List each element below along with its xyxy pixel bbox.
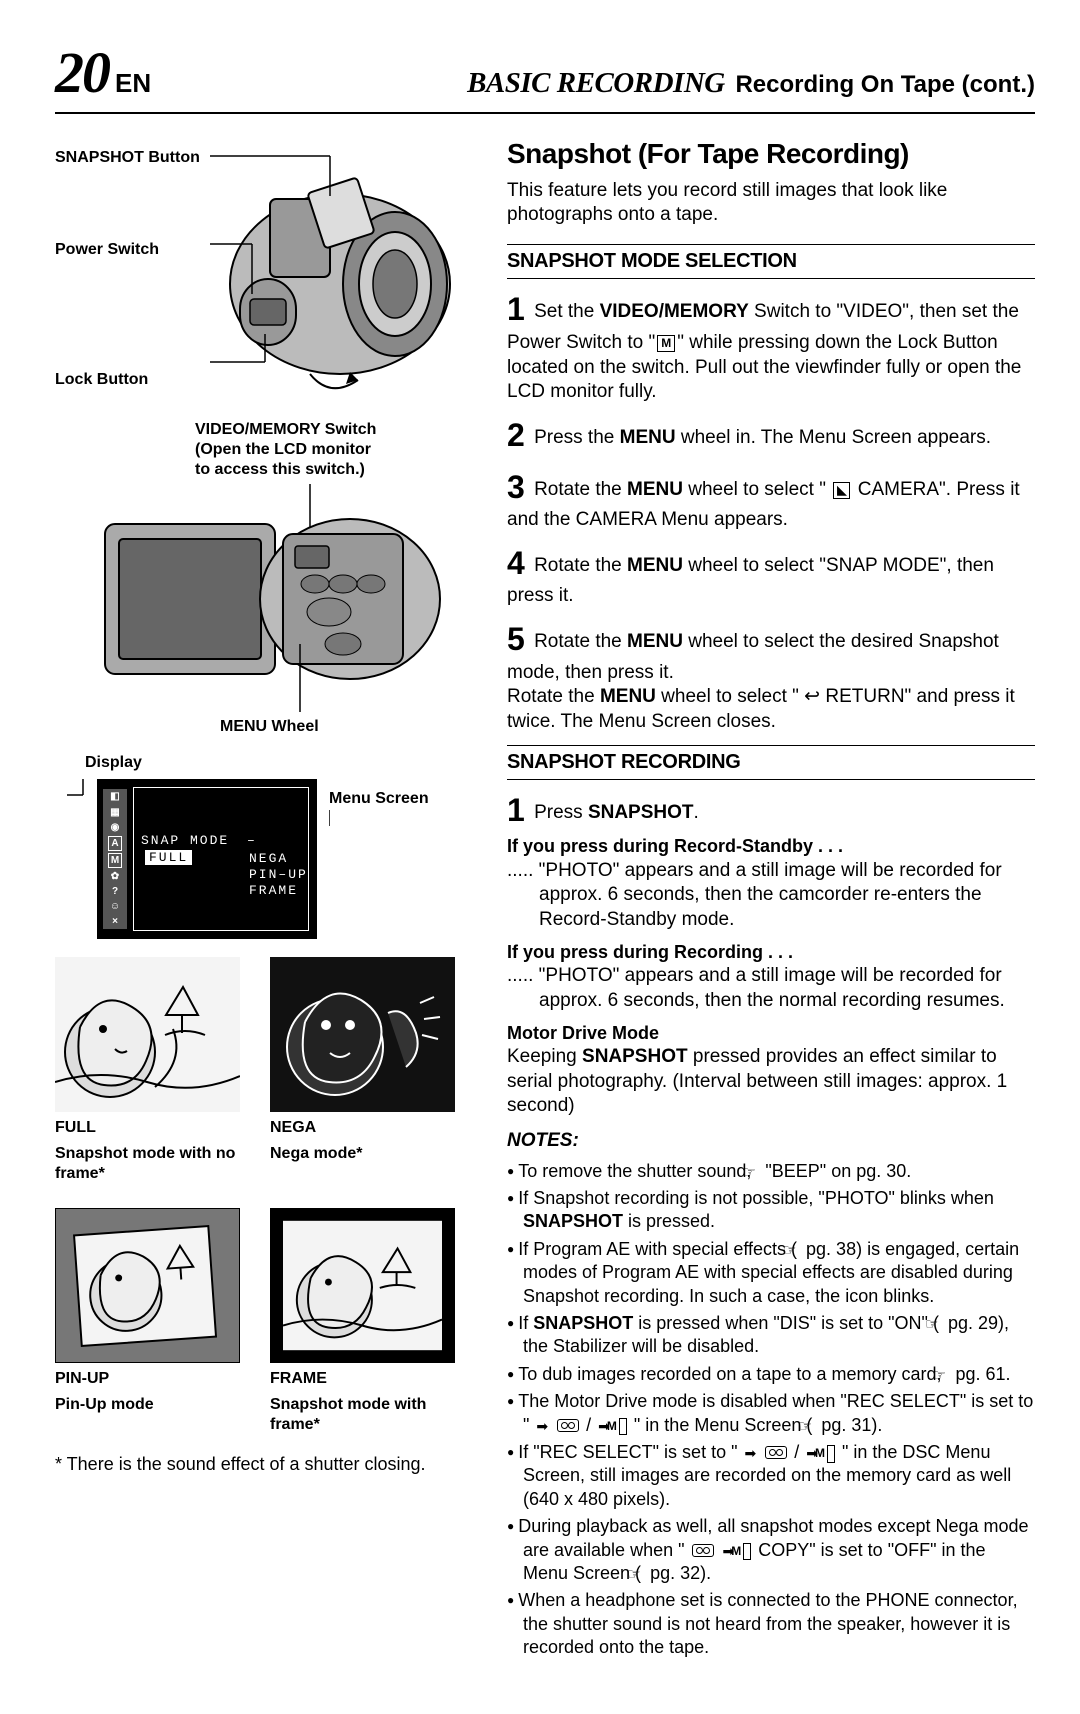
thumb-frame-desc: Snapshot mode with frame* — [270, 1395, 455, 1435]
standby-para: ..... "PHOTO" appears and a still image … — [507, 859, 1035, 933]
snapshot-thumbs-grid: FULL Snapshot mode with no frame* — [55, 957, 475, 1435]
notes-item: If Snapshot recording is not possible, "… — [507, 1187, 1035, 1234]
display-label: Display — [85, 753, 475, 774]
recording-header: If you press during Recording . . . — [507, 941, 1035, 964]
camera-diagram-bottom: MENU Wheel — [55, 484, 475, 736]
page-header: 20 EN BASIC RECORDING Recording On Tape … — [55, 35, 1035, 114]
callout-power-switch: Power Switch — [55, 240, 205, 260]
menu-screen-block: ◧ ▦ ◉ A M ✿ ? ☺ × SNAP MODE – FULL NEGA — [55, 779, 475, 939]
notes-header: NOTES: — [507, 1129, 1035, 1154]
tape-icon — [557, 1419, 579, 1432]
step-3: 3 Rotate the MENU wheel to select " ◣ CA… — [507, 467, 1035, 533]
menu-option-pinup: PIN–UP — [249, 867, 308, 884]
thumb-pinup: PIN-UP Pin-Up mode — [55, 1208, 240, 1435]
page-language: EN — [115, 67, 151, 101]
notes-item: To dub images recorded on a tape to a me… — [507, 1363, 1035, 1386]
camera-diagram-top: SNAPSHOT Button Power Switch Lock Button — [55, 144, 475, 410]
header-title-rest: Recording On Tape (cont.) — [735, 71, 1035, 98]
thumb-frame-title: FRAME — [270, 1369, 455, 1389]
tape-icon — [692, 1544, 714, 1557]
thumb-nega: NEGA Nega mode* — [270, 957, 455, 1184]
left-column: SNAPSHOT Button Power Switch Lock Button — [55, 136, 475, 1663]
notes-item: During playback as well, all snapshot mo… — [507, 1515, 1035, 1585]
tape-icon — [765, 1446, 787, 1459]
thumb-full-desc: Snapshot mode with no frame* — [55, 1144, 240, 1184]
thumb-frame: FRAME Snapshot mode with frame* — [270, 1208, 455, 1435]
camera-top-svg — [210, 144, 470, 404]
menu-snap-mode-label: SNAP MODE – FULL — [141, 833, 317, 867]
footnote-shutter-sound: * There is the sound effect of a shutter… — [55, 1453, 475, 1476]
menu-screen-line-icon — [329, 810, 359, 840]
m-box-icon: M — [827, 1445, 835, 1463]
display-line-icon — [55, 779, 85, 809]
standby-header: If you press during Record-Standby . . . — [507, 835, 1035, 858]
step-1: 1 Set the VIDEO/MEMORY Switch to "VIDEO"… — [507, 289, 1035, 405]
thumb-full: FULL Snapshot mode with no frame* — [55, 957, 240, 1184]
notes-item: If "REC SELECT" is set to " ➡ / ➡ M " in… — [507, 1441, 1035, 1511]
thumb-nega-title: NEGA — [270, 1118, 455, 1138]
page-number: 20 — [55, 35, 109, 110]
rec-step-1: 1 Press SNAPSHOT. — [507, 790, 1035, 832]
step-5: 5 Rotate the MENU wheel to select the de… — [507, 619, 1035, 735]
m-box-icon: M — [619, 1418, 627, 1436]
menu-option-frame: FRAME — [249, 883, 298, 900]
m-box-icon: M — [743, 1543, 751, 1561]
recording-para: ..... "PHOTO" appears and a still image … — [507, 964, 1035, 1013]
section-intro: This feature lets you record still image… — [507, 179, 1035, 227]
return-icon: ↩ — [804, 686, 820, 707]
thumb-pinup-title: PIN-UP — [55, 1369, 240, 1389]
notes-item: If Program AE with special effects (☞ pg… — [507, 1238, 1035, 1308]
section-title-snapshot: Snapshot (For Tape Recording) — [507, 136, 1035, 172]
menu-screen-label: Menu Screen — [329, 789, 429, 810]
notes-item: To remove the shutter sound, ☞ "BEEP" on… — [507, 1160, 1035, 1183]
header-title-italic: BASIC RECORDING — [467, 67, 725, 99]
callout-snapshot-button: SNAPSHOT Button — [55, 148, 205, 168]
subheader-snapshot-recording: SNAPSHOT RECORDING — [507, 745, 1035, 780]
menu-screen-box: ◧ ▦ ◉ A M ✿ ? ☺ × SNAP MODE – FULL NEGA — [97, 779, 317, 939]
step-4: 4 Rotate the MENU wheel to select "SNAP … — [507, 543, 1035, 609]
notes-list: To remove the shutter sound, ☞ "BEEP" on… — [507, 1160, 1035, 1660]
callout-lock-button: Lock Button — [55, 370, 205, 390]
m-box-icon: M — [657, 335, 675, 353]
notes-item: When a headphone set is connected to the… — [507, 1589, 1035, 1659]
camera-box-icon: ◣ — [833, 482, 850, 500]
notes-item: The Motor Drive mode is disabled when "R… — [507, 1390, 1035, 1437]
subheader-mode-selection: SNAPSHOT MODE SELECTION — [507, 244, 1035, 279]
menu-side-icons: ◧ ▦ ◉ A M ✿ ? ☺ × — [103, 789, 127, 929]
thumb-full-title: FULL — [55, 1118, 240, 1138]
right-column: Snapshot (For Tape Recording) This featu… — [507, 136, 1035, 1663]
page-number-block: 20 EN — [55, 35, 151, 110]
thumb-pinup-desc: Pin-Up mode — [55, 1395, 240, 1415]
callout-video-memory-switch: VIDEO/MEMORY Switch (Open the LCD monito… — [195, 420, 475, 480]
arrow-icon: ➡ — [536, 1418, 548, 1434]
header-title: BASIC RECORDING Recording On Tape (cont.… — [467, 65, 1035, 103]
camera-bottom-svg — [85, 484, 445, 714]
arrow-icon: ➡ — [744, 1445, 756, 1461]
menu-option-nega: NEGA — [249, 851, 288, 868]
motordrive-header: Motor Drive Mode — [507, 1022, 1035, 1045]
notes-item: If SNAPSHOT is pressed when "DIS" is set… — [507, 1312, 1035, 1359]
thumb-nega-desc: Nega mode* — [270, 1144, 455, 1164]
step-2: 2 Press the MENU wheel in. The Menu Scre… — [507, 415, 1035, 457]
motordrive-para: Keeping SNAPSHOT pressed provides an eff… — [507, 1045, 1035, 1119]
